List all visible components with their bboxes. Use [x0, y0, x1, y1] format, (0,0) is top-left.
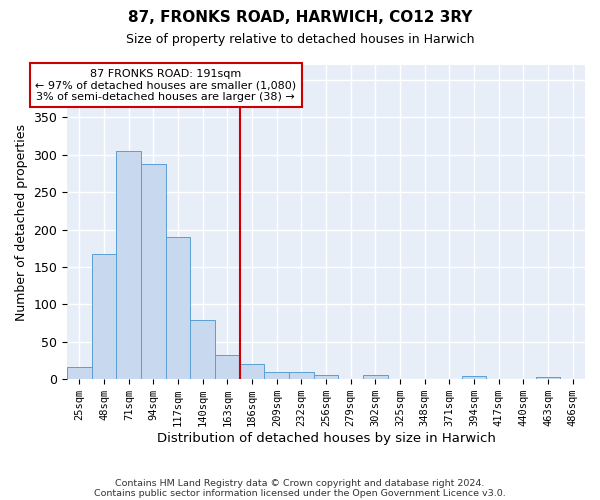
Bar: [289, 372, 314, 379]
Y-axis label: Number of detached properties: Number of detached properties: [15, 124, 28, 320]
Text: Contains HM Land Registry data © Crown copyright and database right 2024.: Contains HM Land Registry data © Crown c…: [115, 478, 485, 488]
Bar: [536, 377, 560, 379]
Text: Contains public sector information licensed under the Open Government Licence v3: Contains public sector information licen…: [94, 488, 506, 498]
Bar: [141, 164, 166, 379]
Bar: [67, 368, 92, 379]
Bar: [166, 237, 190, 379]
Text: Size of property relative to detached houses in Harwich: Size of property relative to detached ho…: [126, 32, 474, 46]
Text: 87 FRONKS ROAD: 191sqm
← 97% of detached houses are smaller (1,080)
3% of semi-d: 87 FRONKS ROAD: 191sqm ← 97% of detached…: [35, 68, 296, 102]
Bar: [92, 254, 116, 379]
Bar: [363, 376, 388, 379]
Bar: [240, 364, 265, 379]
Bar: [265, 372, 289, 379]
Bar: [190, 320, 215, 379]
Text: 87, FRONKS ROAD, HARWICH, CO12 3RY: 87, FRONKS ROAD, HARWICH, CO12 3RY: [128, 10, 472, 25]
Bar: [314, 374, 338, 379]
X-axis label: Distribution of detached houses by size in Harwich: Distribution of detached houses by size …: [157, 432, 496, 445]
Bar: [215, 356, 240, 379]
Bar: [462, 376, 487, 379]
Bar: [116, 151, 141, 379]
